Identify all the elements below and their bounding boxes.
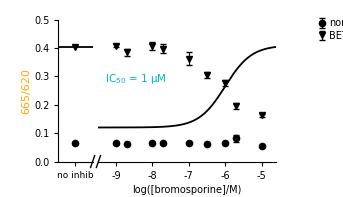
Legend: nonAc-BET, BET: nonAc-BET, BET bbox=[318, 18, 343, 42]
Text: IC$_{50}$ = 1 μM: IC$_{50}$ = 1 μM bbox=[105, 72, 167, 86]
Y-axis label: 665/620: 665/620 bbox=[21, 68, 31, 113]
Text: log([bromosporine]/M): log([bromosporine]/M) bbox=[132, 185, 241, 195]
